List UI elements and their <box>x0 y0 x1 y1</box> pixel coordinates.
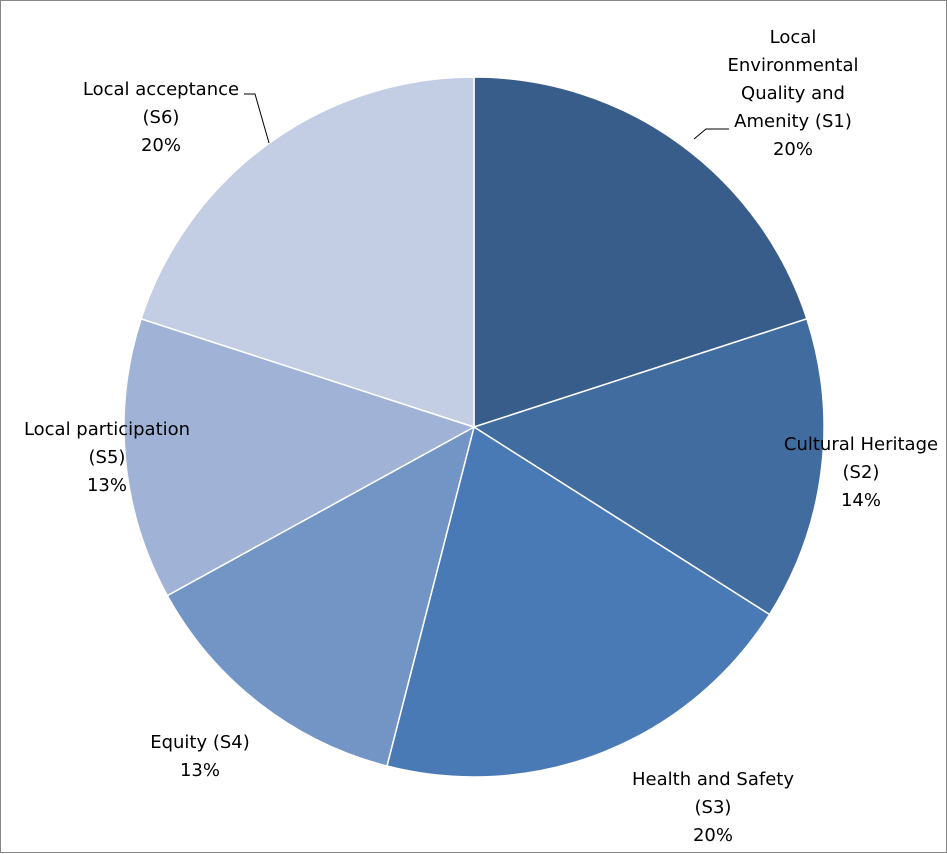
pie-slice-3 <box>386 425 771 778</box>
slice-name-line: Quality and <box>741 83 845 104</box>
pie-slice-6 <box>140 76 475 429</box>
slice-name-line: Amenity (S1) <box>734 111 852 132</box>
pie-slice-4 <box>166 425 476 767</box>
slice-percent: 14% <box>841 490 881 511</box>
slice-name-line: (S6) <box>143 107 180 128</box>
slice-percent: 13% <box>180 760 220 781</box>
slice-name-line: Local acceptance <box>83 79 239 100</box>
leader-line-1 <box>693 128 729 140</box>
slice-name-line: Equity (S4) <box>150 732 250 753</box>
slice-label-2: Cultural Heritage (S2) 14% <box>784 434 938 511</box>
slice-name-line: (S3) <box>695 797 732 818</box>
slice-percent: 20% <box>693 825 733 846</box>
slice-label-1: Local Environmental Quality and Amenity (S1… <box>728 27 859 160</box>
slice-name-line: (S5) <box>89 447 126 468</box>
leader-line-6 <box>244 93 270 144</box>
pie-slice-1 <box>473 76 808 429</box>
slice-name-line: (S2) <box>843 462 880 483</box>
slice-label-6: Local acceptance (S6) 20% <box>83 79 239 156</box>
slice-name-line: Environmental <box>728 55 859 76</box>
slice-name-line: Local <box>770 27 817 48</box>
slice-name-line: Cultural Heritage <box>784 434 938 455</box>
data-labels: Local Environmental Quality and Amenity (S1… <box>24 27 938 846</box>
pie-slices <box>123 76 825 778</box>
pie-slice-2 <box>472 317 825 616</box>
slice-label-3: Health and Safety (S3) 20% <box>632 769 794 846</box>
slice-percent: 20% <box>773 139 813 160</box>
slice-percent: 20% <box>141 135 181 156</box>
slice-name-line: Health and Safety <box>632 769 794 790</box>
slice-label-5: Local participation (S5) 13% <box>24 419 190 496</box>
pie-slice-5 <box>123 317 476 597</box>
slice-label-4: Equity (S4) 13% <box>150 732 250 781</box>
slice-name-line: Local participation <box>24 419 190 440</box>
leader-lines <box>244 93 729 144</box>
slice-percent: 13% <box>87 475 127 496</box>
